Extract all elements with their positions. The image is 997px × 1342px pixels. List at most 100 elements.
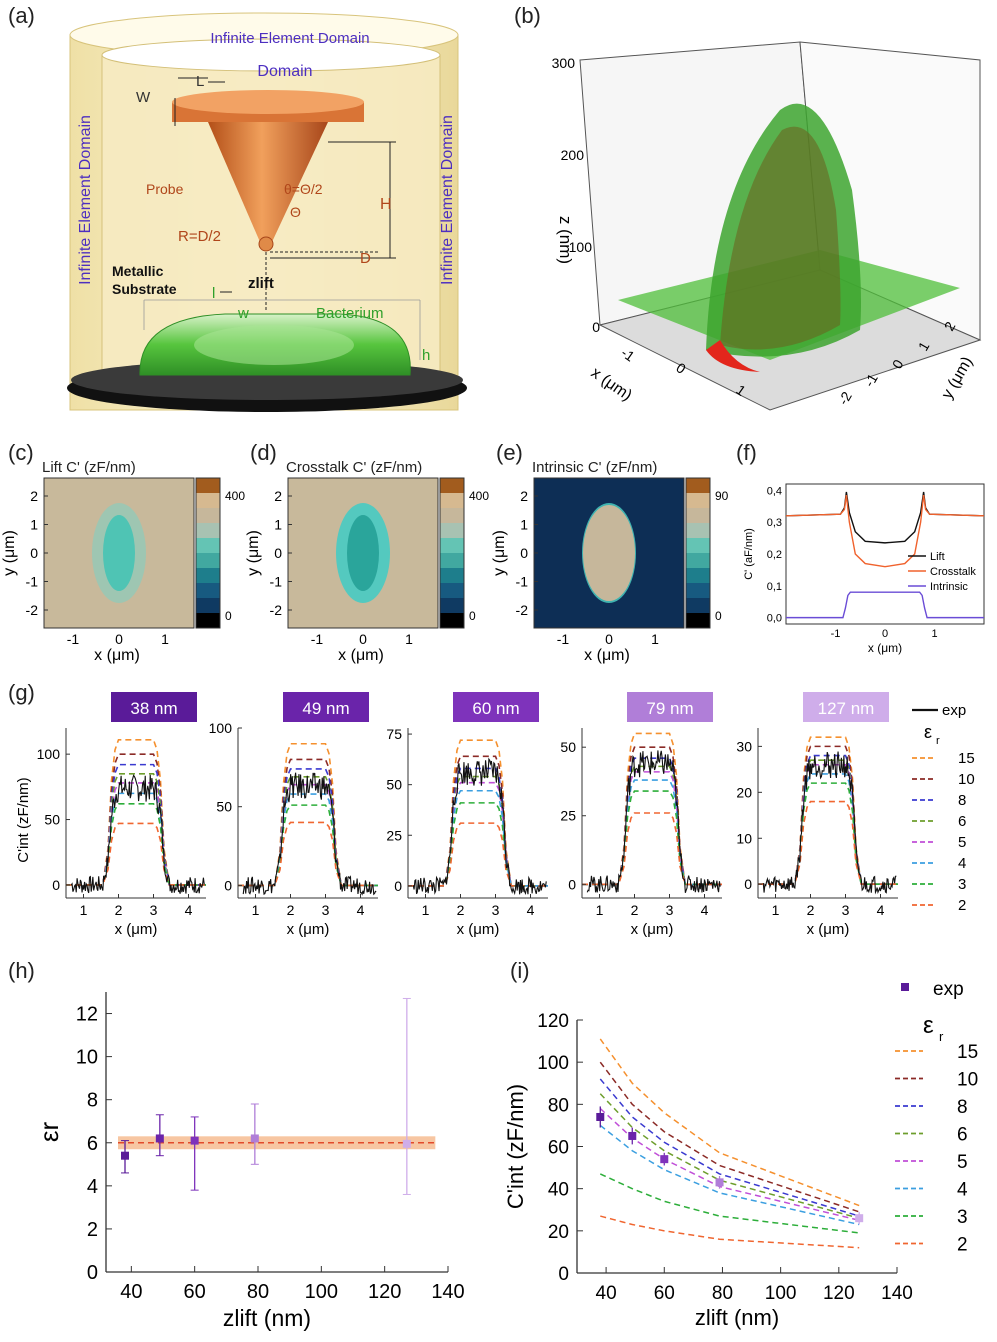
- g-eps-curve-6: [66, 772, 206, 886]
- f-xtick: 1: [931, 628, 937, 640]
- g-ylabel: C'int (zF/nm): [15, 777, 32, 862]
- colorbar-frame: [439, 477, 465, 629]
- g-xtick: 3: [666, 902, 674, 918]
- map-inner-ellipse: [583, 505, 635, 601]
- map-ytick: 1: [30, 517, 38, 533]
- g-xtick: 4: [701, 902, 709, 918]
- b-zticks-2: 100: [569, 239, 593, 255]
- g-xlabel: x (μm): [115, 921, 158, 938]
- i-exp-point: [628, 1131, 637, 1140]
- g-legend-label: 4: [958, 855, 966, 872]
- b-xlabel: x (μm): [588, 364, 635, 404]
- g-eps-curve-4: [582, 779, 722, 886]
- g-eps-curve-15: [66, 738, 206, 886]
- i-eps-curve-15: [599, 1038, 860, 1207]
- g-xtick: 2: [287, 902, 295, 918]
- g-ytick: 50: [44, 812, 60, 828]
- map-xtick: 1: [405, 631, 413, 647]
- g-xtick: 3: [842, 902, 850, 918]
- g-eps-curve-8: [582, 757, 722, 886]
- i-legend-label: 10: [957, 1070, 978, 1091]
- f-ytick: 0,2: [767, 549, 782, 561]
- f-frame: [785, 483, 985, 625]
- g-legend-label: 15: [958, 750, 975, 767]
- f-xtick: -1: [831, 628, 841, 640]
- map-ytick: 2: [30, 488, 38, 504]
- g-legend-label: 8: [958, 792, 966, 809]
- f-legend-label: Crosstalk: [930, 566, 976, 578]
- f-series-lift: [785, 491, 985, 544]
- map-ytick: -2: [26, 602, 39, 618]
- g-eps-curve-2: [238, 821, 378, 887]
- h-confidence-band: [118, 1136, 436, 1150]
- g-exp-trace: [412, 757, 547, 896]
- colorbar-swatch: [440, 493, 464, 509]
- colorbar-swatch: [196, 583, 220, 599]
- label-h: h: [422, 347, 430, 364]
- g-badge: [803, 692, 889, 722]
- h-ytick: 12: [76, 1004, 98, 1026]
- colorbar-frame: [195, 477, 221, 629]
- g-legend-label: 2: [958, 897, 966, 914]
- h-ytick: 10: [76, 1047, 98, 1069]
- g-eps-curve-6: [238, 775, 378, 887]
- h-xlabel: zlift (nm): [223, 1305, 311, 1331]
- colorbar-swatch: [440, 568, 464, 584]
- g-eps-curve-15: [238, 742, 378, 887]
- colorbar-max: 400: [225, 489, 245, 503]
- colorbar-swatch: [440, 538, 464, 554]
- i-xlabel: zlift (nm): [695, 1305, 779, 1330]
- panel-letter-f: (f): [736, 440, 757, 465]
- map-ytick: 2: [520, 488, 528, 504]
- map-ytick: 1: [274, 517, 282, 533]
- g-eps-curve-5: [66, 782, 206, 886]
- g-xlabel: x (μm): [287, 921, 330, 938]
- colorbar-frame: [685, 477, 711, 629]
- h-xtick: 140: [431, 1281, 464, 1303]
- i-legend-label: 2: [957, 1235, 968, 1256]
- g-xtick: 4: [527, 902, 535, 918]
- i-exp-point: [715, 1178, 724, 1187]
- bacterium-3d-plot: 300 200 100 0 z (nm) -1 0 1 x (μm) 2 1 0…: [552, 41, 982, 411]
- g-eps-curve-3: [408, 802, 548, 887]
- g-xtick: 4: [357, 902, 365, 918]
- colorbar-swatch: [196, 568, 220, 584]
- g-xtick: 1: [772, 902, 780, 918]
- i-ytick: 100: [537, 1053, 569, 1074]
- colorbar-swatch: [440, 508, 464, 524]
- i-exp-point: [855, 1214, 864, 1223]
- map-xtick: -1: [67, 631, 80, 647]
- g-eps-curve-3: [66, 803, 206, 886]
- g-eps-curve-2: [408, 822, 548, 887]
- label-l: l: [212, 285, 215, 302]
- map-ytick: 0: [274, 545, 282, 561]
- g-eps-curve-2: [758, 800, 898, 886]
- map-ylabel: y (μm): [245, 530, 262, 576]
- colorbar-swatch: [196, 553, 220, 569]
- i-exp-point: [596, 1112, 605, 1121]
- b-zticks-0: 300: [552, 55, 576, 71]
- label-H: H: [380, 196, 392, 213]
- i-ytick: 0: [558, 1264, 569, 1285]
- colorbar-max: 90: [715, 489, 729, 503]
- colorbar-swatch: [196, 478, 220, 494]
- g-ytick: 50: [560, 739, 576, 755]
- g-ytick: 0: [568, 876, 576, 892]
- i-xtick: 140: [881, 1283, 913, 1304]
- g-exp-trace: [70, 774, 205, 894]
- panel-letter-e: (e): [496, 440, 523, 465]
- h-ytick: 2: [87, 1219, 98, 1241]
- panel-letter-b: (b): [514, 3, 541, 28]
- g-eps-curve-3: [238, 804, 378, 887]
- label-metallic: Metallic: [112, 263, 164, 279]
- g-xtick: 1: [80, 902, 88, 918]
- i-xtick: 100: [765, 1283, 797, 1304]
- g-legend-label: 10: [958, 771, 975, 788]
- g-ytick: 75: [386, 726, 402, 742]
- panel-letter-i: (i): [510, 958, 530, 983]
- g-legend-label: 3: [958, 876, 966, 893]
- h-ylabel: εr: [34, 1122, 64, 1143]
- map-xtick: 1: [161, 631, 169, 647]
- i-eps-curve-6: [599, 1093, 860, 1219]
